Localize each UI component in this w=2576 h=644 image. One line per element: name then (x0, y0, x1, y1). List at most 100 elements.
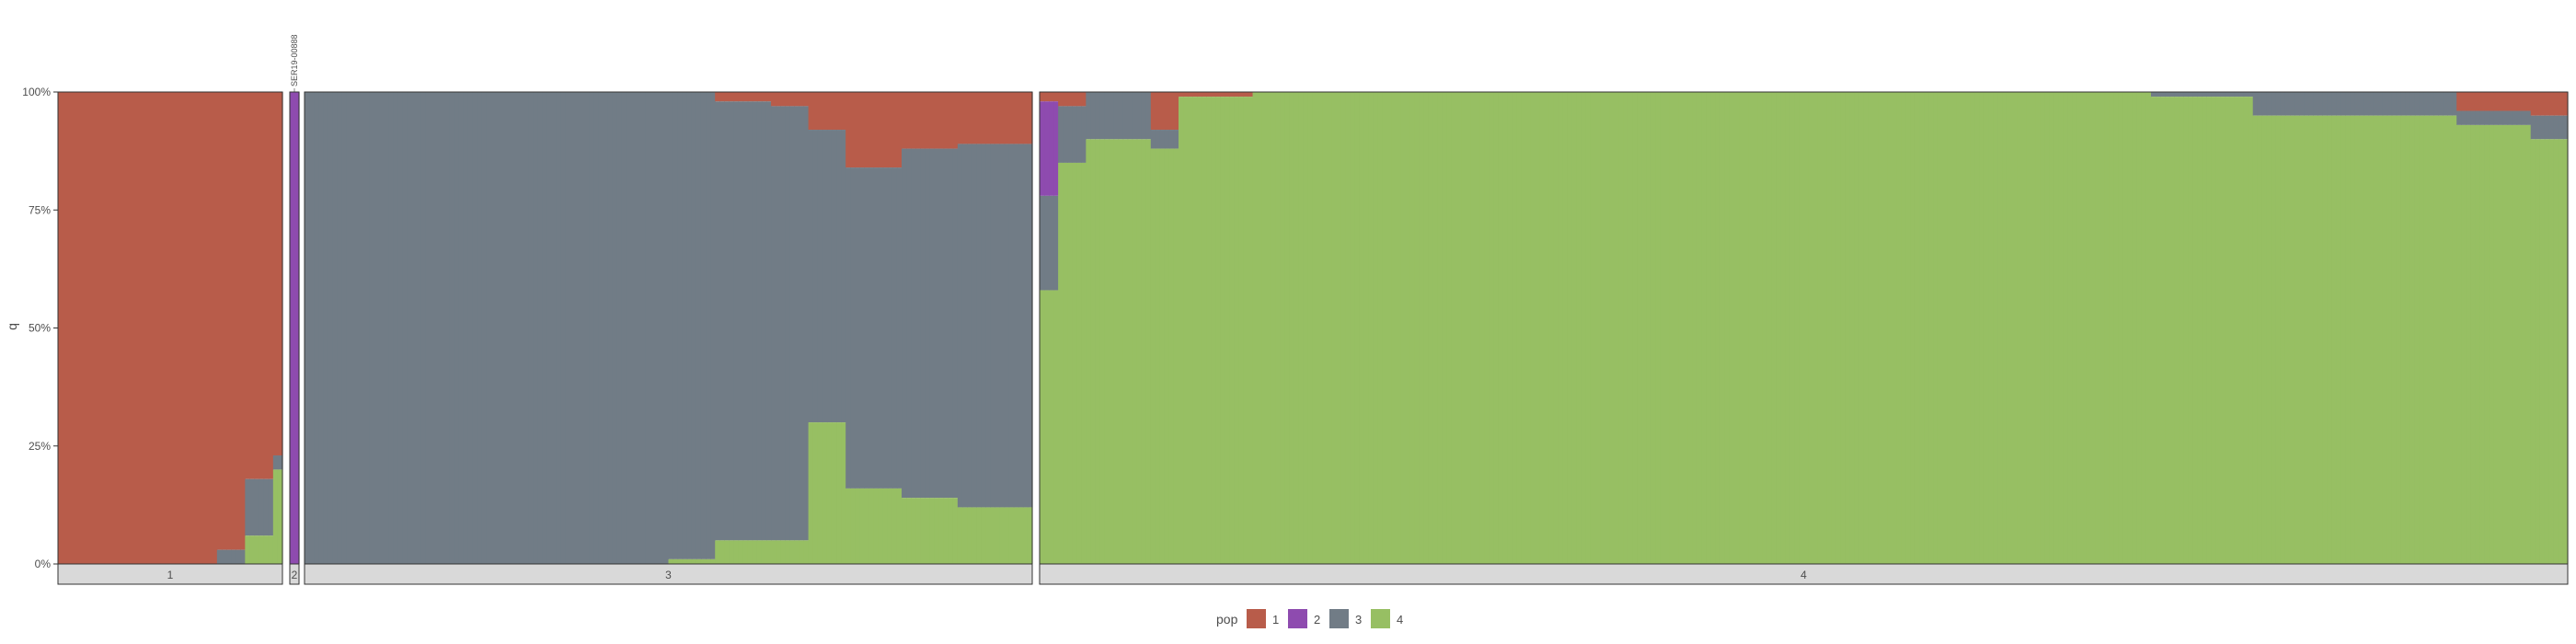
bar-segment-pop-4 (2063, 92, 2068, 564)
bar-segment-pop-1 (160, 92, 167, 564)
bar-segment-pop-3 (831, 130, 837, 423)
bar-segment-pop-4 (1743, 92, 1749, 564)
bar-segment-pop-3 (2419, 92, 2425, 116)
bar-segment-pop-1 (146, 92, 153, 564)
bar-segment-pop-4 (1150, 148, 1156, 564)
bar-segment-pop-1 (1173, 92, 1179, 131)
bar-segment-pop-3 (1095, 92, 1101, 140)
bar-segment-pop-4 (1238, 97, 1245, 564)
bar-segment-pop-1 (1040, 92, 1045, 102)
bar-segment-pop-4 (2562, 139, 2569, 565)
bar-segment-pop-3 (528, 92, 535, 564)
bar-segment-pop-3 (1168, 130, 1175, 149)
bar-segment-pop-3 (2202, 92, 2207, 98)
bar-segment-pop-4 (752, 540, 758, 564)
bar-segment-pop-4 (706, 558, 711, 564)
bar-segment-pop-1 (729, 92, 735, 102)
bar-segment-pop-3 (598, 92, 604, 564)
bar-segment-pop-3 (546, 92, 553, 564)
bar-segment-pop-4 (1984, 92, 1990, 564)
bar-segment-pop-3 (1136, 92, 1143, 140)
bar-segment-pop-4 (1456, 92, 1462, 564)
bar-segment-pop-4 (794, 540, 800, 564)
bar-segment-pop-3 (341, 92, 348, 564)
bar-segment-pop-4 (2225, 97, 2231, 564)
bar-segment-pop-4 (985, 507, 991, 564)
bar-segment-pop-3 (920, 148, 926, 499)
bar-segment-pop-3 (785, 106, 790, 541)
bar-segment-pop-4 (1275, 92, 1282, 564)
bar-segment-pop-3 (490, 92, 497, 564)
bar-segment-pop-3 (402, 92, 408, 564)
bar-segment-pop-1 (240, 92, 246, 550)
bar-segment-pop-4 (1018, 507, 1024, 564)
bar-segment-pop-4 (967, 507, 972, 564)
bar-segment-pop-1 (170, 92, 176, 564)
bar-segment-pop-4 (1901, 92, 1906, 564)
bar-segment-pop-3 (2331, 92, 2337, 116)
bar-segment-pop-4 (2400, 115, 2407, 565)
facet-strip (1039, 563, 2569, 585)
bar-segment-pop-4 (1887, 92, 1892, 564)
bar-segment-pop-3 (2470, 110, 2476, 125)
bar-segment-pop-3 (2261, 92, 2268, 116)
bar-segment-pop-3 (952, 148, 959, 499)
bar-segment-pop-4 (1327, 92, 1332, 564)
bar-segment-pop-4 (1831, 92, 1837, 564)
bar-segment-pop-3 (440, 92, 445, 564)
bar-segment-pop-1 (151, 92, 157, 564)
bar-segment-pop-3 (570, 92, 576, 564)
bar-segment-pop-4 (1484, 92, 1489, 564)
bar-segment-pop-3 (2438, 92, 2444, 116)
bar-segment-pop-4 (1729, 92, 1735, 564)
bar-segment-pop-3 (855, 167, 860, 489)
bar-segment-pop-1 (123, 92, 129, 564)
bar-segment-pop-3 (2562, 115, 2569, 140)
bar-segment-pop-1 (212, 92, 218, 564)
bar-segment-pop-4 (1650, 92, 1657, 564)
bar-segment-pop-3 (2354, 92, 2361, 116)
bar-segment-pop-4 (747, 540, 753, 564)
bar-segment-pop-1 (1179, 92, 1184, 98)
bar-segment-pop-4 (1437, 92, 1443, 564)
bar-segment-pop-1 (81, 92, 87, 564)
bar-segment-pop-1 (184, 92, 190, 564)
bar-segment-pop-4 (915, 498, 921, 564)
facet-panel-4: 4 (1039, 91, 2569, 585)
bar-segment-pop-3 (2317, 92, 2323, 116)
bar-segment-pop-4 (1086, 139, 1091, 565)
bar-segment-pop-4 (2331, 115, 2337, 565)
bar-segment-pop-1 (831, 92, 837, 131)
bar-segment-pop-4 (2539, 139, 2546, 565)
bar-segment-pop-3 (2502, 110, 2509, 125)
bar-segment-pop-3 (384, 92, 389, 564)
bar-segment-pop-1 (2539, 92, 2546, 116)
bar-segment-pop-3 (2433, 92, 2439, 116)
bar-segment-pop-4 (1298, 92, 1305, 564)
bar-segment-pop-4 (1322, 92, 1328, 564)
bar-segment-pop-4 (2350, 115, 2356, 565)
bar-segment-pop-4 (1183, 97, 1189, 564)
bar-segment-pop-4 (1331, 92, 1337, 564)
bar-segment-pop-3 (1018, 144, 1024, 508)
bar-segment-pop-3 (700, 92, 707, 559)
bar-segment-pop-4 (1535, 92, 1541, 564)
bar-segment-pop-1 (925, 92, 931, 149)
bar-segment-pop-4 (2156, 97, 2161, 564)
bar-segment-pop-3 (1022, 144, 1029, 508)
bar-segment-pop-3 (673, 92, 679, 559)
bar-segment-pop-4 (2322, 115, 2328, 565)
bar-segment-pop-4 (1215, 97, 1221, 564)
bar-segment-pop-3 (706, 92, 711, 559)
bar-segment-pop-3 (477, 92, 483, 564)
bar-segment-pop-4 (882, 488, 889, 564)
bar-segment-pop-3 (560, 92, 567, 564)
bar-segment-pop-4 (1678, 92, 1685, 564)
bar-segment-pop-4 (1063, 162, 1068, 564)
bar-segment-pop-4 (1915, 92, 1920, 564)
bar-segment-pop-3 (887, 167, 893, 489)
bar-segment-pop-4 (2229, 97, 2236, 564)
bar-segment-pop-4 (738, 540, 744, 564)
bar-segment-pop-4 (1576, 92, 1582, 564)
bar-segment-pop-4 (1118, 139, 1124, 565)
